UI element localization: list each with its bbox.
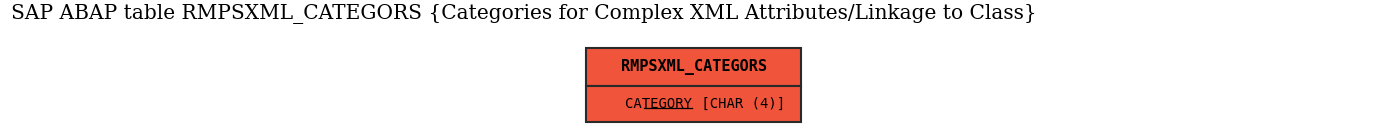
Text: CATEGORY: CATEGORY	[625, 97, 693, 111]
FancyBboxPatch shape	[587, 86, 801, 122]
Text: RMPSXML_CATEGORS: RMPSXML_CATEGORS	[620, 59, 768, 75]
Text: [CHAR (4)]: [CHAR (4)]	[693, 97, 786, 111]
Text: SAP ABAP table RMPSXML_CATEGORS {Categories for Complex XML Attributes/Linkage t: SAP ABAP table RMPSXML_CATEGORS {Categor…	[11, 4, 1037, 24]
FancyBboxPatch shape	[587, 48, 801, 86]
